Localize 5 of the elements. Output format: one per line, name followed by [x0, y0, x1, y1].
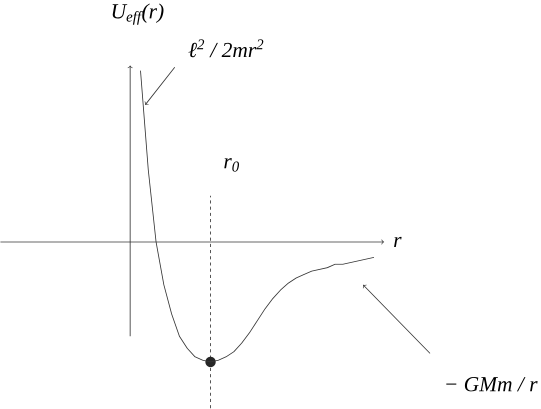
text: ℓ$^{2}$ / 2mr$^{2}$ — [188, 40, 264, 58]
x-axis-title: r — [394, 237, 402, 248]
y-axis-title: U$_{eff}$(r) — [112, 4, 164, 25]
text: − GMm / r — [446, 377, 538, 392]
annotation: r$_{0}$ — [224, 158, 239, 172]
